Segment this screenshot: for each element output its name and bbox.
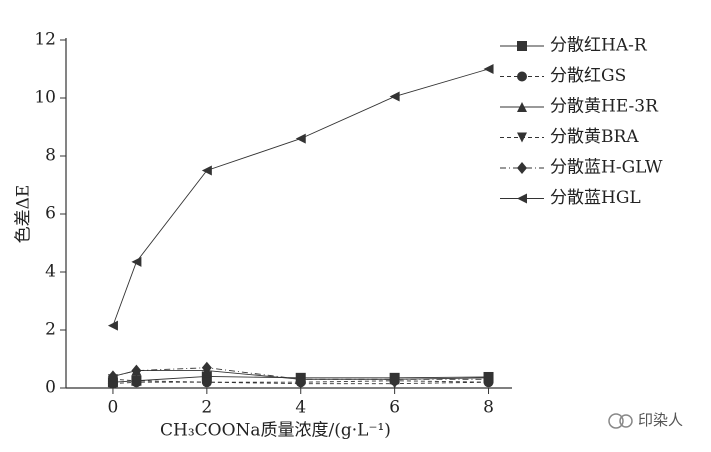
x-tick-label: 0 — [108, 398, 119, 418]
x-tick-label: 6 — [389, 398, 400, 418]
marker — [389, 373, 400, 386]
marker — [131, 375, 142, 386]
series-line — [112, 68, 489, 326]
x-tick-label: 4 — [295, 398, 306, 418]
marker — [107, 370, 118, 383]
legend-label: 分散蓝HGL — [550, 188, 641, 208]
marker — [201, 377, 212, 388]
marker — [483, 373, 494, 386]
watermark: 印染人 — [638, 411, 683, 429]
legend-marker — [517, 71, 527, 82]
legend-marker — [517, 102, 527, 112]
marker — [483, 64, 494, 74]
marker — [201, 361, 212, 374]
x-tick-label: 8 — [483, 398, 494, 418]
series-line — [112, 380, 489, 385]
y-tick-label: 2 — [45, 320, 56, 340]
legend-label: 分散黄BRA — [550, 127, 639, 147]
marker — [201, 371, 212, 382]
marker — [131, 256, 142, 267]
watermark-icon — [608, 413, 633, 429]
legend-label: 分散红HA-R — [550, 36, 648, 56]
x-tick-label: 2 — [201, 398, 212, 418]
marker — [295, 373, 306, 386]
legend-label: 分散蓝H-GLW — [550, 158, 663, 178]
y-tick-label: 0 — [45, 378, 56, 398]
legend-marker — [517, 41, 527, 51]
y-axis-label: 色差ΔE — [14, 185, 34, 244]
y-tick-label: 4 — [45, 262, 56, 282]
y-tick-label: 8 — [45, 146, 56, 166]
y-tick-label: 10 — [34, 88, 56, 108]
legend-marker — [517, 162, 527, 174]
legend-label: 分散红GS — [550, 66, 626, 86]
marker — [201, 165, 212, 176]
legend-marker — [517, 132, 527, 143]
marker — [295, 133, 306, 144]
marker — [107, 320, 118, 331]
series-line — [112, 378, 489, 385]
x-axis-label: CH₃COONa质量浓度/(g·L⁻¹) — [160, 421, 391, 441]
y-tick-label: 6 — [45, 204, 56, 224]
marker — [389, 91, 400, 102]
legend-label: 分散黄HE-3R — [550, 97, 659, 117]
legend-marker — [517, 193, 527, 204]
marker — [131, 364, 142, 377]
y-tick-label: 12 — [34, 30, 56, 50]
